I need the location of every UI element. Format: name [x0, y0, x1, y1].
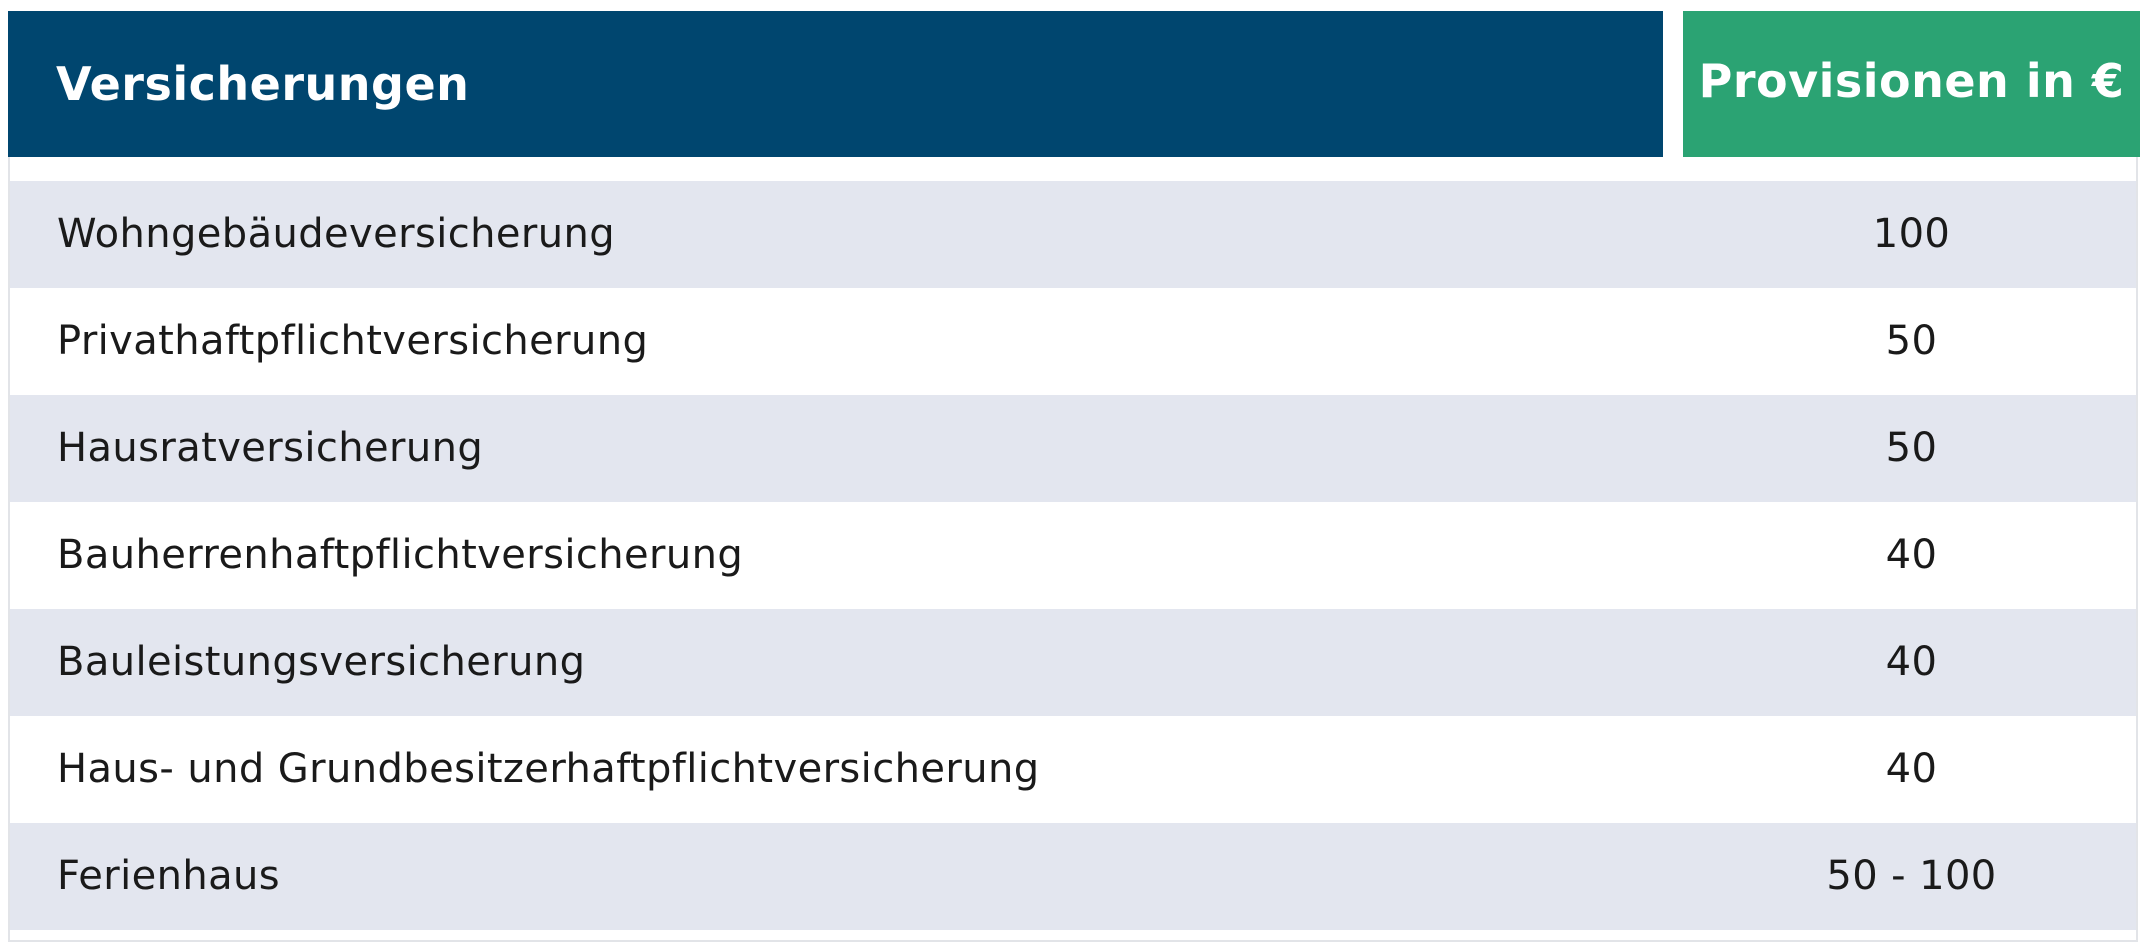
insurance-name: Ferienhaus	[57, 853, 281, 899]
commission-column-header: Provisionen in €	[1683, 11, 2140, 157]
insurance-name: Wohngebäudeversicherung	[57, 211, 616, 257]
commission-value: 40	[1885, 639, 1938, 685]
insurance-name: Haus- und Grundbesitzerhaftpflichtversic…	[57, 746, 1040, 792]
commission-value: 50	[1885, 318, 1938, 364]
insurance-name: Hausratversicherung	[57, 425, 484, 471]
commission-value: 50 - 100	[1826, 853, 1997, 899]
commission-table: Versicherungen Provisionen in € Wohngebä…	[8, 11, 2140, 942]
table-header: Versicherungen Provisionen in €	[8, 11, 2140, 157]
commission-value: 40	[1885, 746, 1938, 792]
commission-value: 40	[1885, 532, 1938, 578]
table-row: Bauleistungsversicherung 40	[10, 609, 2136, 716]
table-row: Privathaftpflichtversicherung 50	[10, 288, 2136, 395]
table-row: Haus- und Grundbesitzerhaftpflichtversic…	[10, 716, 2136, 823]
table-row: Hausratversicherung 50	[10, 395, 2136, 502]
insurance-name: Privathaftpflichtversicherung	[57, 318, 649, 364]
insurance-column-header: Versicherungen	[8, 11, 1663, 157]
table-body: Wohngebäudeversicherung 100 Privathaftpf…	[10, 181, 2136, 930]
table-row: Ferienhaus 50 - 100	[10, 823, 2136, 930]
table-row: Wohngebäudeversicherung 100	[10, 181, 2136, 288]
table-row: Bauherrenhaftpflichtversicherung 40	[10, 502, 2136, 609]
insurance-name: Bauleistungsversicherung	[57, 639, 586, 685]
commission-value: 50	[1885, 425, 1938, 471]
insurance-name: Bauherrenhaftpflichtversicherung	[57, 532, 744, 578]
commission-value: 100	[1872, 211, 1951, 257]
